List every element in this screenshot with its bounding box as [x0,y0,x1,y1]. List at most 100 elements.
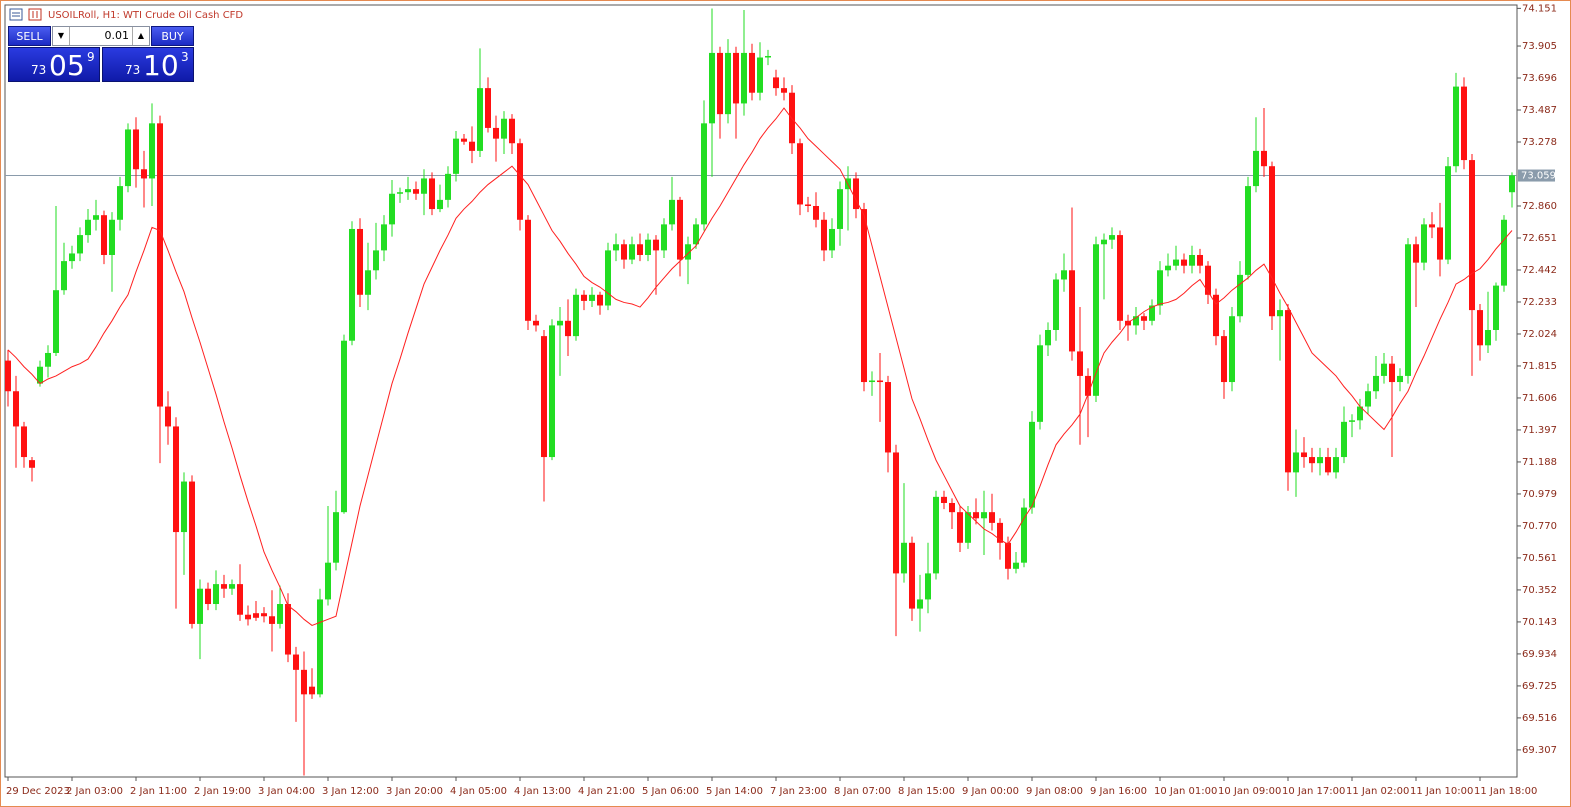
candle-body [813,205,819,220]
lot-input[interactable]: ▼ 0.01 ▲ [52,26,150,46]
buy-quote[interactable]: 73 10 3 [102,47,194,82]
candle-body [645,239,651,255]
candle-body [1149,305,1155,321]
candle-body [757,57,763,93]
candle-body [1245,186,1251,275]
candle-body [1397,375,1403,383]
candle-body [1253,150,1259,187]
candles [5,8,1515,776]
candle-body [101,215,107,255]
candle-body [829,228,835,251]
candle-body [237,584,243,615]
candle-body [69,253,75,262]
icon [9,8,23,21]
candle-body [965,512,971,543]
candle-body [701,123,707,225]
candle-body [517,143,523,220]
candle-body [533,320,539,326]
price-pips: 05 [49,49,85,82]
candle-body [597,294,603,306]
candle-body [1349,420,1355,422]
x-tick-label: 4 Jan 21:00 [578,786,635,797]
y-tick-label: 70.143 [1522,617,1557,628]
candle-body [493,127,499,139]
current-price-label: 73.059 [1521,171,1556,182]
candle-body [357,228,363,295]
candle-body [261,613,267,617]
candle-body [821,219,827,251]
candle-body [1501,219,1507,286]
candle-body [1165,265,1171,271]
candle-body [197,588,203,624]
candle-body [429,178,435,210]
candle-body [1229,316,1235,383]
trade-panel: SELL ▼ 0.01 ▲ BUY 73 05 9 73 10 3 [8,26,194,82]
candle-body [877,380,883,383]
candle-body [605,250,611,306]
candle-body [1453,86,1459,167]
candle-body [21,426,27,458]
candle-body [989,512,995,523]
candle-body [1477,310,1483,346]
current-price-box [1518,169,1555,182]
candle-body [413,189,419,194]
x-tick-label: 7 Jan 23:00 [770,786,827,797]
candle-body [901,542,907,574]
candle-body [621,244,627,260]
candle-body [1237,274,1243,317]
candle-body [133,129,139,170]
candle-body [1061,270,1067,280]
y-tick-label: 70.979 [1522,489,1557,500]
chart-icons [9,8,42,21]
y-tick-label: 72.233 [1522,297,1557,308]
candle-body [1365,391,1371,407]
candle-body [245,614,251,620]
candle-body [317,599,323,695]
candle-body [749,52,755,93]
candle-body [1285,310,1291,473]
candle-body [85,219,91,236]
candle-body [1317,457,1323,464]
lot-up[interactable]: ▲ [132,27,149,45]
buy-button[interactable]: BUY [151,26,194,46]
candle-body [53,290,59,353]
lot-down[interactable]: ▼ [53,27,70,45]
candle-body [1413,244,1419,263]
candle-body [1101,239,1107,245]
y-tick-label: 72.651 [1522,233,1557,244]
candle-body [5,360,11,392]
x-tick-label: 2 Jan 11:00 [130,786,187,797]
candle-body [389,193,395,225]
candle-body [549,325,555,458]
candle-body [1173,259,1179,266]
candle-body [1189,254,1195,266]
candle-body [733,52,739,104]
candle-body [1301,452,1307,458]
candle-body [149,123,155,179]
y-tick-label: 72.860 [1522,201,1557,212]
x-tick-label: 8 Jan 07:00 [834,786,891,797]
candle-body [1485,329,1491,346]
candle-body [1205,265,1211,295]
candle-body [861,209,867,383]
x-tick-label: 3 Jan 12:00 [322,786,379,797]
sell-quote[interactable]: 73 05 9 [8,47,100,82]
candle-body [1469,160,1475,311]
x-tick-label: 9 Jan 08:00 [1026,786,1083,797]
candle-body [1013,562,1019,569]
candle-body [437,199,443,210]
candle-body [1405,244,1411,376]
candle-body [637,244,643,255]
y-tick-label: 70.561 [1522,553,1557,564]
candle-body [1269,166,1275,317]
x-tick-label: 11 Jan 18:00 [1474,786,1537,797]
candle-body [1429,224,1435,228]
plot-area [4,4,1518,778]
x-tick-label: 29 Dec 2023 [6,786,70,797]
sell-button[interactable]: SELL [8,26,51,46]
candle-body [309,686,315,695]
price-handle: 73 [31,63,47,77]
candle-body [853,178,859,210]
x-tick-label: 11 Jan 02:00 [1346,786,1409,797]
candle-body [1261,150,1267,167]
